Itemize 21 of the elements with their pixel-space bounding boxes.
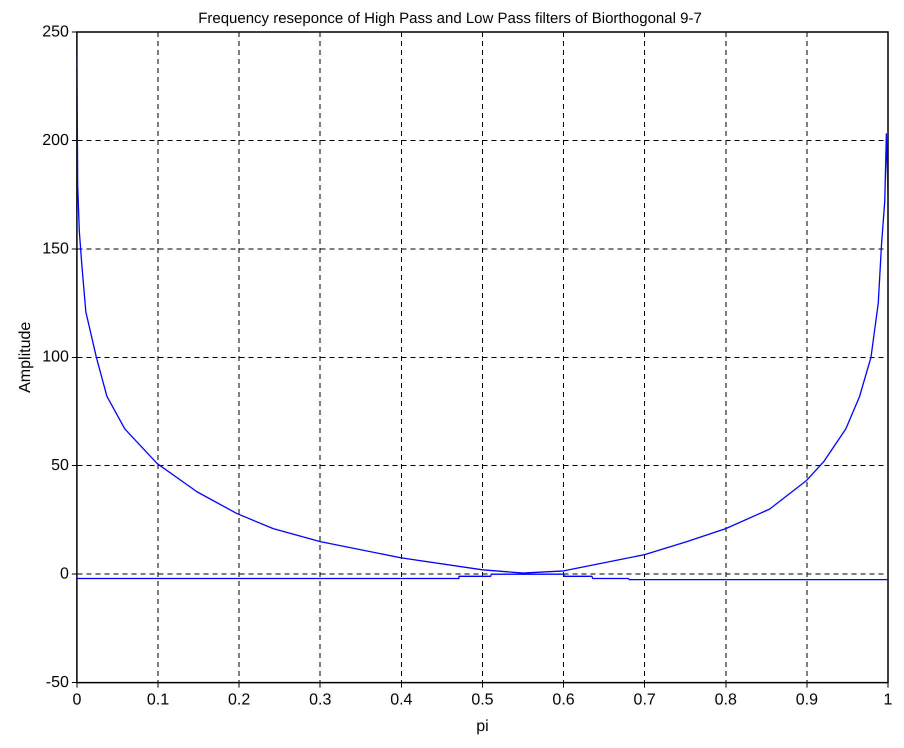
y-tick-label: 100 bbox=[42, 348, 69, 366]
x-axis-title: pi bbox=[476, 718, 489, 735]
x-tick-label: 0 bbox=[72, 692, 82, 709]
x-tick-label: 0.1 bbox=[146, 692, 170, 709]
chart-title: Frequency reseponce of High Pass and Low Pass filters of Biorthogonal 9-7 bbox=[198, 10, 702, 28]
x-tick-label: 0.5 bbox=[471, 692, 494, 709]
y-tick-label: 0 bbox=[60, 566, 69, 583]
y-tick-label: 50 bbox=[51, 457, 69, 474]
x-tick-label: 0.9 bbox=[796, 692, 818, 709]
x-tick-label: 0.6 bbox=[552, 692, 575, 709]
y-tick-label: 200 bbox=[42, 132, 69, 149]
x-tick-label: 0.8 bbox=[714, 692, 737, 709]
y-axis-title: Amplitude bbox=[17, 322, 34, 393]
y-tick-label: 150 bbox=[42, 240, 69, 258]
x-tick-label: 0.7 bbox=[634, 692, 656, 709]
x-tick-label: 0.3 bbox=[309, 692, 332, 709]
y-tick-label: 250 bbox=[42, 23, 69, 40]
x-tick-label: 1 bbox=[884, 692, 893, 709]
x-tick-label: 0.2 bbox=[228, 692, 250, 709]
y-tick-label: -50 bbox=[46, 674, 69, 692]
x-tick-label: 0.4 bbox=[390, 692, 413, 709]
